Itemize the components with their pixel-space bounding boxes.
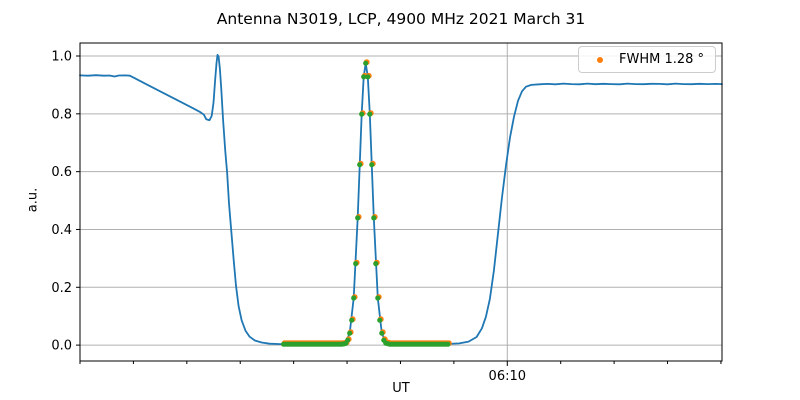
y-tick-label: 0.2 — [51, 281, 72, 296]
fit-sample-dot — [379, 330, 385, 336]
fit-sample-dot — [349, 317, 355, 323]
legend: FWHM 1.28 ° — [578, 46, 716, 73]
legend-label: FWHM 1.28 ° — [619, 52, 705, 67]
signal-line — [79, 54, 723, 346]
fit-sample-dot — [351, 295, 357, 301]
fit-sample-dot — [347, 330, 353, 336]
fit-sample-dot — [373, 261, 379, 267]
fit-sample-dot — [369, 162, 375, 168]
fit-sample-dot — [377, 317, 383, 323]
fit-sample-dot — [345, 337, 351, 343]
x-axis-label: UT — [392, 381, 410, 396]
y-tick-label: 0.8 — [51, 107, 72, 122]
fit-sample-dot — [355, 215, 361, 221]
y-tick-label: 1.0 — [51, 50, 72, 65]
fit-sample-dot — [363, 60, 369, 66]
fit-sample-dot — [371, 215, 377, 221]
fit-sample-dot — [445, 341, 451, 347]
fit-sample-dot — [375, 295, 381, 301]
fit-sample-dot — [365, 74, 371, 80]
fit-sample-dot — [359, 111, 365, 117]
fit-sample-dot — [367, 111, 373, 117]
y-tick-label: 0.0 — [51, 339, 72, 354]
chart-title: Antenna N3019, LCP, 4900 MHz 2021 March … — [216, 10, 586, 28]
y-tick-label: 0.6 — [51, 165, 72, 180]
fit-sample-dot — [353, 261, 359, 267]
fit-sample-dot — [361, 74, 367, 80]
axes-frame — [79, 42, 723, 362]
x-tick-label: 06:10 — [489, 369, 526, 384]
fit-sample-dot — [357, 162, 363, 168]
y-tick-label: 0.4 — [51, 223, 72, 238]
legend-marker-icon — [597, 56, 603, 63]
